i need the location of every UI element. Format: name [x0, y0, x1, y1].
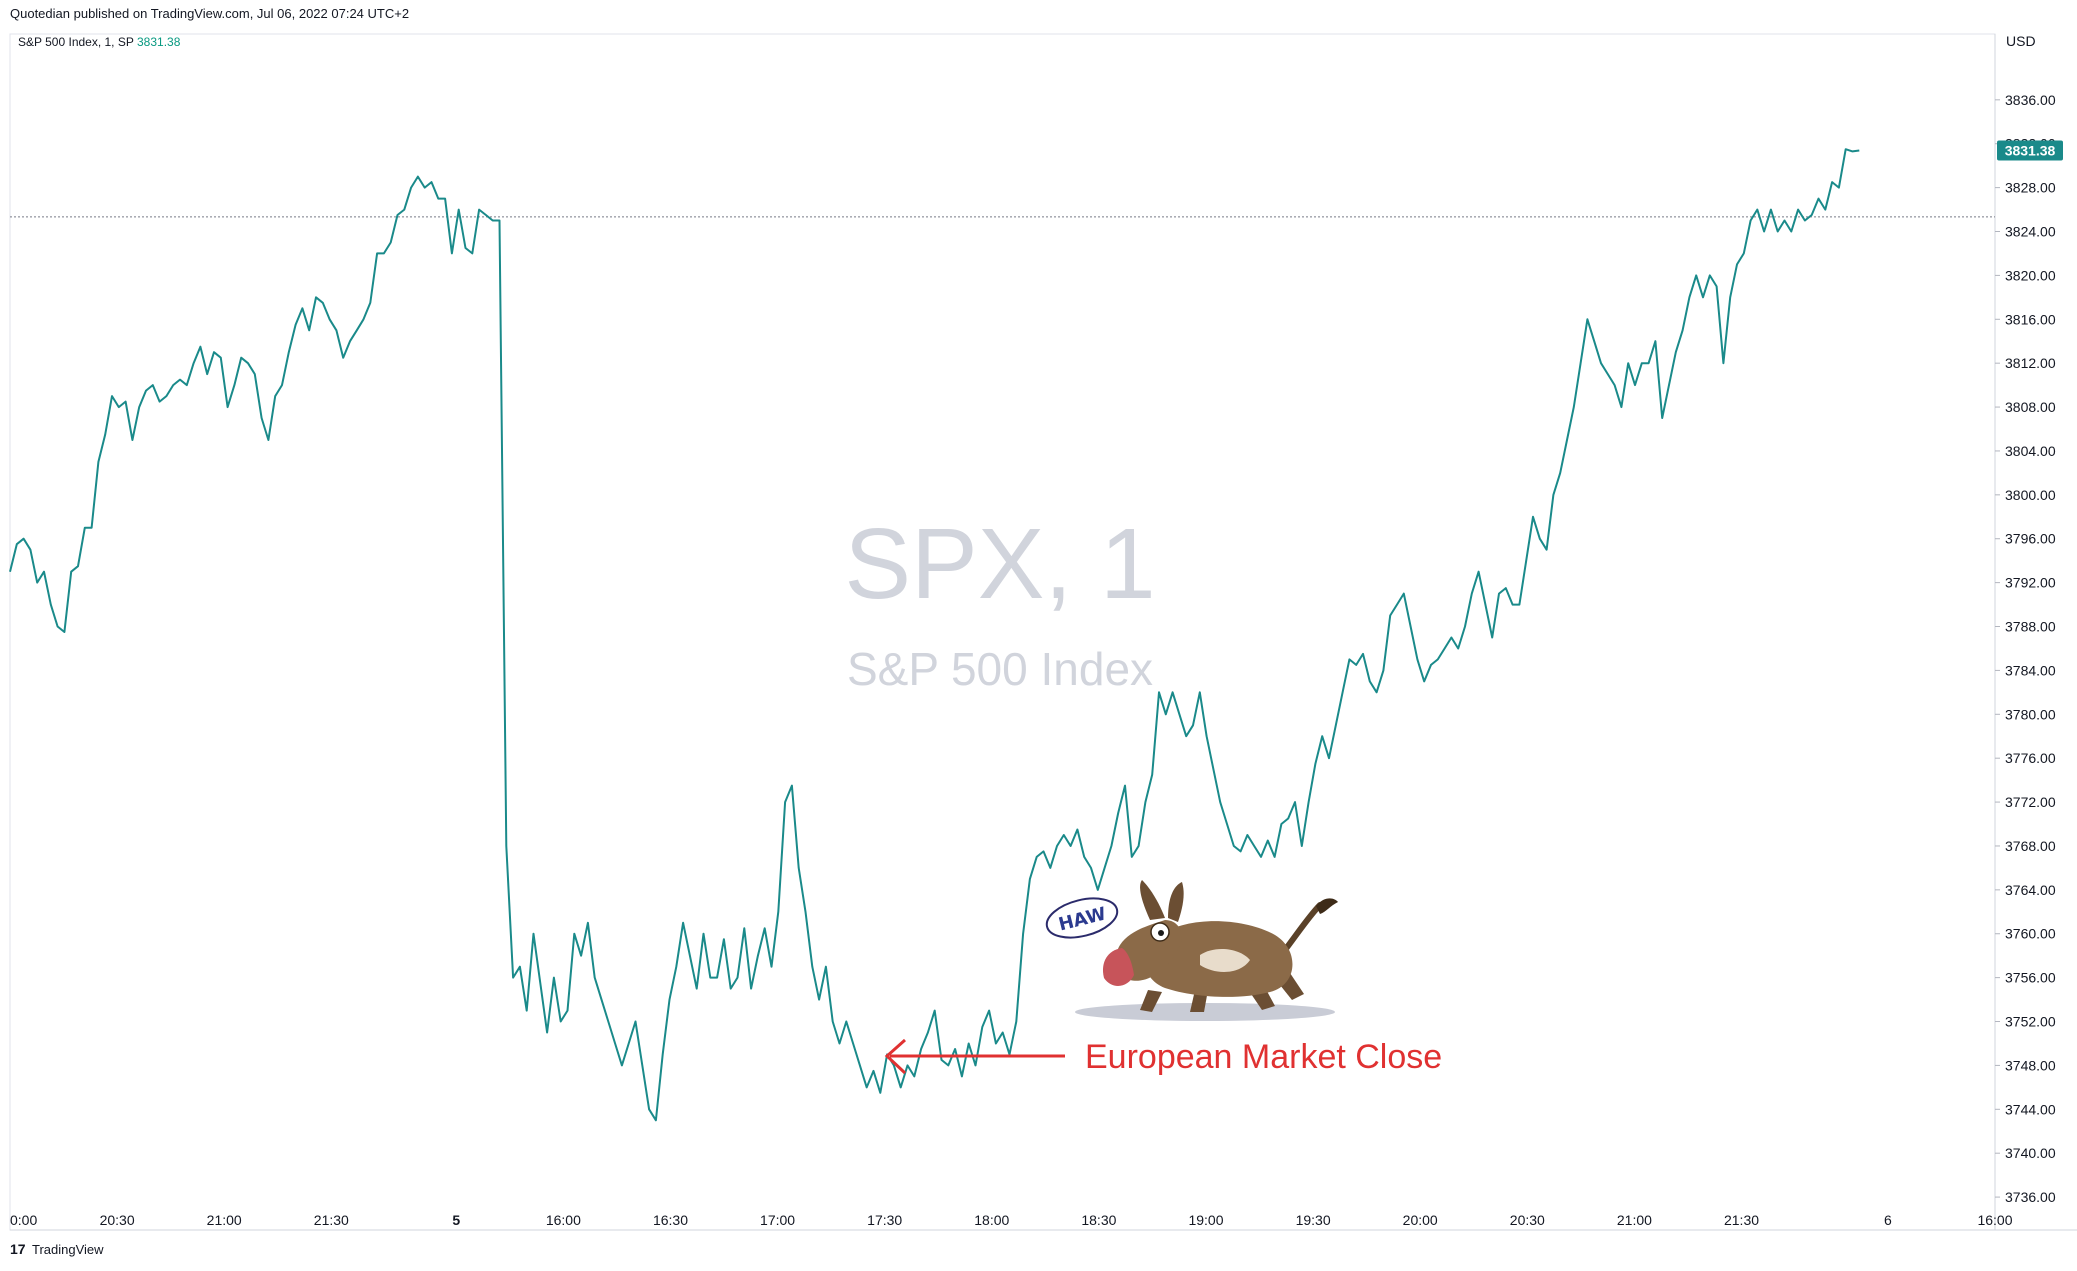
tradingview-logo[interactable]: 17 TradingView [10, 1241, 104, 1257]
time-tick-label: 21:30 [1724, 1212, 1759, 1228]
time-axis[interactable]: 0:00 20:30 21:00 21:30 5 16:00 16:30 17:00 17:30… [10, 1212, 2013, 1228]
symbol-legend: S&P 500 Index, 1, SP [18, 35, 134, 49]
time-tick-label: 21:00 [1617, 1212, 1652, 1228]
time-tick-label: 6 [1884, 1212, 1892, 1228]
price-line-series [9, 148, 1860, 1122]
time-tick-label: 17:30 [867, 1212, 902, 1228]
price-tick-label: 3796.00 [2005, 531, 2056, 547]
price-tick-label: 3776.00 [2005, 750, 2056, 766]
time-tick-label: 19:30 [1296, 1212, 1331, 1228]
price-axis[interactable]: 3836.003832.003828.003824.003820.003816.… [1995, 92, 2056, 1205]
price-tick-label: 3752.00 [2005, 1014, 2056, 1030]
price-tick-label: 3816.00 [2005, 311, 2056, 327]
time-tick-label: 18:30 [1081, 1212, 1116, 1228]
time-tick-label: 20:30 [100, 1212, 135, 1228]
price-tick-label: 3784.00 [2005, 662, 2056, 678]
price-tick-label: 3800.00 [2005, 487, 2056, 503]
price-tick-label: 3824.00 [2005, 224, 2056, 240]
price-tick-label: 3828.00 [2005, 180, 2056, 196]
time-tick-label: 16:00 [1977, 1212, 2012, 1228]
time-tick-label: 19:00 [1188, 1212, 1223, 1228]
currency-label: USD [2006, 33, 2036, 49]
tv-logo-icon: 17 [10, 1241, 26, 1257]
last-price-label: 3831.38 [1997, 140, 2063, 161]
time-tick-label: 5 [452, 1212, 460, 1228]
time-tick-label: 17:00 [760, 1212, 795, 1228]
time-tick-label: 20:30 [1510, 1212, 1545, 1228]
price-tick-label: 3744.00 [2005, 1101, 2056, 1117]
donkey-icon: HAW [1045, 880, 1338, 1021]
annotation-arrow [884, 1038, 1065, 1075]
price-tick-label: 3808.00 [2005, 399, 2056, 415]
price-tick-label: 3836.00 [2005, 92, 2056, 108]
annotation-text: European Market Close [1085, 1038, 1442, 1076]
time-tick-label: 20:00 [1403, 1212, 1438, 1228]
time-tick-label: 0:00 [10, 1212, 37, 1228]
price-tick-label: 3760.00 [2005, 926, 2056, 942]
price-tick-label: 3804.00 [2005, 443, 2056, 459]
watermark-name: S&P 500 Index [847, 643, 1153, 695]
price-tick-label: 3764.00 [2005, 882, 2056, 898]
price-tick-label: 3820.00 [2005, 267, 2056, 283]
last-price-text: 3831.38 [2005, 143, 2056, 159]
time-tick-label: 16:00 [546, 1212, 581, 1228]
time-tick-label: 21:30 [314, 1212, 349, 1228]
price-tick-label: 3740.00 [2005, 1145, 2056, 1161]
price-tick-label: 3756.00 [2005, 970, 2056, 986]
publisher-text: Quotedian published on TradingView.com, … [10, 6, 409, 21]
time-tick-label: 18:00 [974, 1212, 1009, 1228]
price-tick-label: 3768.00 [2005, 838, 2056, 854]
time-tick-label: 16:30 [653, 1212, 688, 1228]
price-tick-label: 3788.00 [2005, 619, 2056, 635]
price-tick-label: 3780.00 [2005, 706, 2056, 722]
time-tick-label: 21:00 [207, 1212, 242, 1228]
price-tick-label: 3736.00 [2005, 1189, 2056, 1205]
price-tick-label: 3748.00 [2005, 1057, 2056, 1073]
price-tick-label: 3792.00 [2005, 575, 2056, 591]
price-tick-label: 3772.00 [2005, 794, 2056, 810]
symbol-last-value: 3831.38 [137, 35, 181, 49]
tv-logo-text: TradingView [32, 1242, 104, 1257]
watermark-symbol: SPX, 1 [844, 508, 1155, 620]
price-tick-label: 3812.00 [2005, 355, 2056, 371]
